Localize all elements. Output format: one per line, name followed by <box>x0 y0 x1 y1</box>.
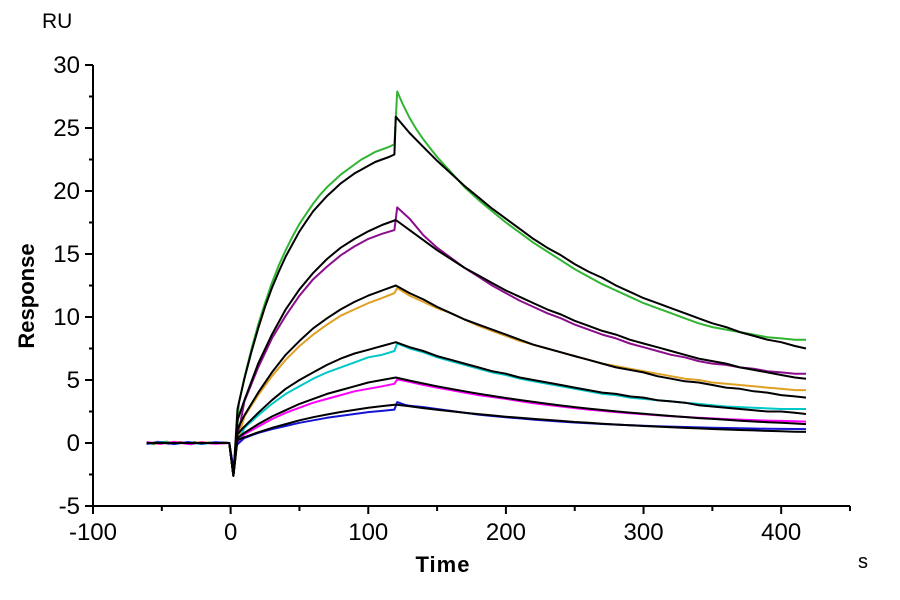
sensorgram-trace-2-fit <box>146 219 807 477</box>
y-tick-label: 20 <box>53 178 80 205</box>
x-axis-unit-label: s <box>858 551 868 573</box>
x-tick-label: 0 <box>224 519 237 546</box>
x-tick-label: 400 <box>761 519 801 546</box>
sensorgram-trace-3-data <box>146 287 806 471</box>
sensorgram-trace-5-fit <box>146 376 807 477</box>
y-tick-label: 30 <box>53 52 80 79</box>
x-tick-label: -100 <box>69 519 117 546</box>
y-tick-label: 25 <box>53 115 80 142</box>
sensorgram-trace-1-fit <box>146 115 807 477</box>
y-axis-title: Response <box>14 243 39 349</box>
y-axis-unit-label: RU <box>42 10 73 33</box>
y-tick-label: 10 <box>53 304 80 331</box>
sensorgram-trace-3-fit <box>146 284 807 477</box>
y-tick-label: 5 <box>67 367 80 394</box>
x-tick-label: 300 <box>624 519 664 546</box>
y-tick-label: 0 <box>67 430 80 457</box>
y-tick-label: -5 <box>59 493 80 520</box>
y-tick-label: 15 <box>53 241 80 268</box>
x-tick-label: 200 <box>486 519 526 546</box>
x-tick-label: 100 <box>348 519 388 546</box>
x-axis-title: Time <box>415 552 471 577</box>
sensorgram-trace-4-fit <box>146 341 807 477</box>
sensorgram-trace-6-fit <box>146 403 807 477</box>
